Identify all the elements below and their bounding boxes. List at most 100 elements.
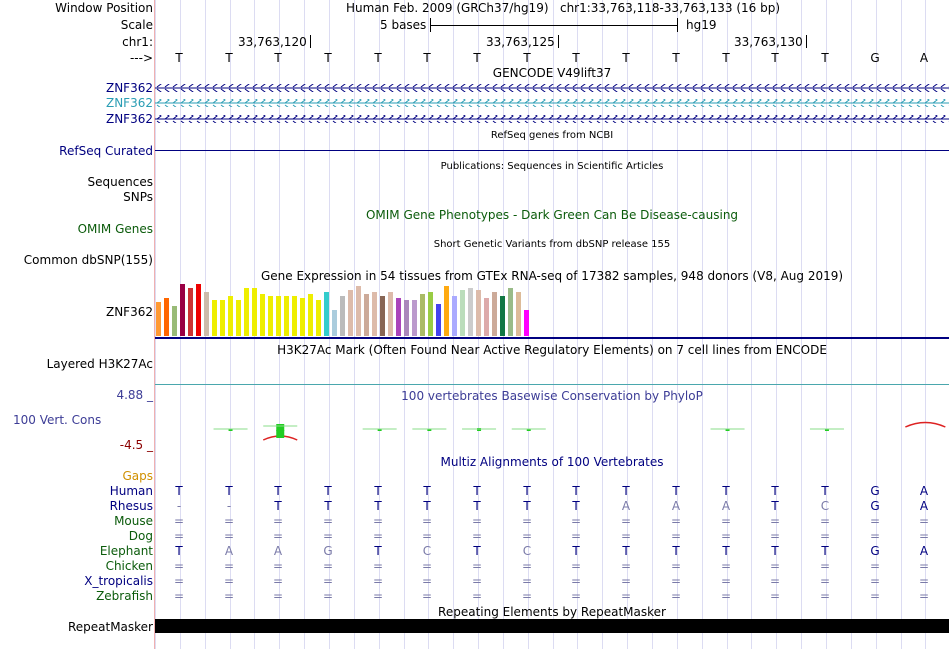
gtex-tissue-bar[interactable] — [372, 292, 377, 336]
gtex-tissue-bar[interactable] — [460, 290, 465, 336]
phylop-score[interactable] — [462, 428, 497, 431]
repeatmasker-label[interactable]: RepeatMasker — [67, 620, 153, 634]
gtex-tissue-bar[interactable] — [412, 300, 417, 336]
gencode-label-2[interactable]: ZNF362 — [105, 96, 153, 110]
gtex-tissue-bar[interactable] — [340, 296, 345, 336]
multiz-species-label[interactable]: Chicken — [105, 559, 153, 573]
gtex-tissue-bar[interactable] — [484, 298, 489, 336]
multiz-base: = — [471, 529, 483, 543]
gtex-tissue-bar[interactable] — [500, 296, 505, 336]
h3k27ac-signal-line[interactable] — [155, 384, 949, 385]
gtex-tissue-bar[interactable] — [420, 294, 425, 336]
refseq-label[interactable]: RefSeq Curated — [59, 144, 153, 158]
gtex-tissue-bar[interactable] — [364, 294, 369, 336]
phylop-score[interactable] — [905, 421, 946, 428]
gencode-label-1[interactable]: ZNF362 — [105, 81, 153, 95]
gencode-transcript-1[interactable] — [155, 84, 949, 92]
gtex-tissue-bar[interactable] — [348, 290, 353, 336]
gencode-gene-features[interactable] — [155, 80, 949, 126]
gtex-tissue-bar[interactable] — [356, 286, 361, 336]
omim-label[interactable]: OMIM Genes — [77, 222, 153, 236]
gtex-tissue-bar[interactable] — [204, 292, 209, 336]
h3k27ac-track-title[interactable]: H3K27Ac Mark (Often Found Near Active Re… — [277, 343, 827, 357]
gtex-tissue-bar[interactable] — [284, 296, 289, 336]
publications-label-sequences[interactable]: Sequences — [87, 175, 153, 189]
gtex-tissue-bar[interactable] — [324, 292, 329, 336]
phylop-graph[interactable] — [155, 396, 949, 452]
publications-track-title[interactable]: Publications: Sequences in Scientific Ar… — [440, 161, 664, 172]
gtex-tissue-bar[interactable] — [380, 296, 385, 336]
gtex-tissue-bar[interactable] — [524, 310, 529, 336]
gtex-tissue-bar[interactable] — [196, 284, 201, 336]
omim-track-title[interactable]: OMIM Gene Phenotypes - Dark Green Can Be… — [365, 208, 739, 222]
multiz-species-label[interactable]: Zebrafish — [96, 589, 153, 603]
gtex-tissue-bar[interactable] — [508, 288, 513, 336]
gtex-tissue-bar[interactable] — [492, 292, 497, 336]
gtex-tissue-bar[interactable] — [188, 288, 193, 336]
gtex-tissue-bar[interactable] — [244, 288, 249, 336]
gtex-tissue-bar[interactable] — [228, 296, 233, 336]
dbsnp-label[interactable]: Common dbSNP(155) — [23, 253, 153, 267]
phylop-track-title[interactable]: 100 vertebrates Basewise Conservation by… — [401, 389, 703, 403]
refseq-track-title[interactable]: RefSeq genes from NCBI — [490, 130, 614, 141]
phylop-score[interactable] — [362, 428, 397, 431]
gtex-tissue-bar[interactable] — [212, 300, 217, 336]
gtex-tissue-bar[interactable] — [156, 302, 161, 336]
gencode-transcript-3[interactable] — [155, 115, 949, 123]
h3k27ac-label[interactable]: Layered H3K27Ac — [46, 357, 153, 371]
publications-label-snps[interactable]: SNPs — [123, 190, 153, 204]
refseq-gene-line[interactable] — [155, 150, 949, 151]
repeatmasker-track-title[interactable]: Repeating Elements by RepeatMasker — [438, 605, 666, 619]
gtex-tissue-bar[interactable] — [268, 296, 273, 336]
phylop-score[interactable] — [511, 428, 546, 431]
gencode-label-3[interactable]: ZNF362 — [105, 112, 153, 126]
gtex-tissue-bar[interactable] — [404, 300, 409, 336]
phylop-label[interactable]: 100 Vert. Cons — [13, 413, 102, 427]
multiz-species-label[interactable]: Elephant — [99, 544, 153, 558]
gtex-tissue-bar[interactable] — [220, 300, 225, 336]
gtex-tissue-bar[interactable] — [396, 298, 401, 336]
multiz-base: = — [918, 574, 930, 588]
gtex-tissue-bar[interactable] — [164, 298, 169, 336]
multiz-species-label[interactable]: Mouse — [114, 514, 153, 528]
gtex-tissue-bar[interactable] — [252, 288, 257, 336]
gtex-tissue-bar[interactable] — [300, 298, 305, 336]
gtex-tissue-bar[interactable] — [436, 304, 441, 336]
gtex-tissue-bar[interactable] — [468, 288, 473, 336]
multiz-base: A — [919, 499, 929, 513]
gtex-label[interactable]: ZNF362 — [105, 305, 153, 319]
gtex-tissue-bar[interactable] — [476, 290, 481, 336]
ruler-base: T — [572, 51, 580, 65]
gtex-tissue-bar[interactable] — [308, 294, 313, 336]
gtex-track-title[interactable]: Gene Expression in 54 tissues from GTEx … — [260, 269, 844, 283]
gtex-tissue-bar[interactable] — [172, 306, 177, 336]
gtex-tissue-bar[interactable] — [444, 286, 449, 336]
gtex-tissue-bar[interactable] — [516, 292, 521, 336]
phylop-score[interactable] — [412, 428, 447, 431]
multiz-species-label[interactable]: X_tropicalis — [84, 574, 153, 588]
repeatmasker-element[interactable] — [155, 619, 949, 633]
phylop-score[interactable] — [262, 424, 298, 441]
gtex-tissue-bar[interactable] — [316, 300, 321, 336]
dbsnp-track-title[interactable]: Short Genetic Variants from dbSNP releas… — [433, 239, 671, 250]
gtex-tissue-bar[interactable] — [236, 300, 241, 336]
gtex-tissue-bar[interactable] — [388, 292, 393, 336]
gencode-transcript-2[interactable] — [155, 99, 949, 107]
multiz-base: = — [272, 559, 284, 573]
gtex-tissue-bar[interactable] — [260, 294, 265, 336]
gtex-tissue-bar[interactable] — [452, 296, 457, 336]
multiz-track-title[interactable]: Multiz Alignments of 100 Vertebrates — [440, 455, 664, 469]
multiz-base: T — [572, 484, 580, 498]
gtex-tissue-bar[interactable] — [332, 310, 337, 336]
phylop-score[interactable] — [809, 428, 844, 431]
multiz-species-label[interactable]: Dog — [128, 529, 153, 543]
gtex-tissue-bar[interactable] — [276, 296, 281, 336]
phylop-score[interactable] — [213, 428, 248, 431]
multiz-species-label[interactable]: Human — [109, 484, 153, 498]
gtex-tissue-bar[interactable] — [180, 284, 185, 336]
gencode-track-title[interactable]: GENCODE V49lift37 — [492, 66, 612, 80]
multiz-species-label[interactable]: Rhesus — [109, 499, 153, 513]
gtex-tissue-bar[interactable] — [428, 292, 433, 336]
gtex-tissue-bar[interactable] — [292, 296, 297, 336]
phylop-score[interactable] — [710, 428, 745, 431]
